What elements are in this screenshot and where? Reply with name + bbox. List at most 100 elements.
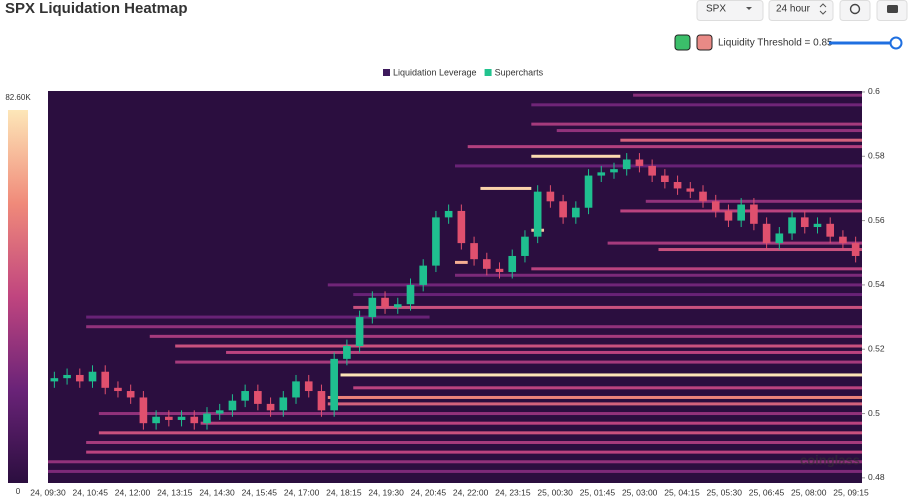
legend: Liquidation Leverage Supercharts bbox=[383, 67, 544, 77]
x-tick-label: 24, 22:00 bbox=[453, 487, 489, 497]
liquidation-band bbox=[556, 129, 862, 133]
x-tick-label: 25, 08:00 bbox=[791, 487, 827, 497]
candle-body bbox=[279, 397, 288, 411]
color-scheme-pink[interactable] bbox=[696, 34, 713, 51]
candle-body bbox=[152, 416, 160, 424]
candle-body bbox=[330, 358, 338, 411]
x-tick-label: 24, 13:15 bbox=[157, 487, 193, 497]
x-tick-label: 25, 05:30 bbox=[706, 487, 742, 497]
candle-body bbox=[406, 284, 415, 305]
candle-body bbox=[813, 223, 822, 228]
y-tick-label: 0.58 bbox=[868, 151, 885, 161]
y-tick-label: 0.56 bbox=[868, 215, 885, 225]
candle-body bbox=[457, 210, 466, 244]
camera-icon bbox=[887, 5, 898, 13]
candle-body bbox=[495, 268, 504, 273]
liquidation-band bbox=[658, 248, 862, 252]
candle-body bbox=[241, 391, 249, 401]
liquidation-band bbox=[200, 421, 862, 425]
candle-body bbox=[126, 391, 135, 398]
candle-body bbox=[521, 236, 529, 256]
candle-body bbox=[597, 172, 606, 176]
x-tick-label: 25, 09:15 bbox=[833, 487, 869, 497]
chart-title: SPX Liquidation Heatmap bbox=[5, 0, 188, 17]
candle-body bbox=[343, 346, 351, 359]
liquidation-band bbox=[98, 431, 862, 435]
y-tick-label: 0.54 bbox=[868, 279, 885, 289]
x-tick-label: 24, 10:45 bbox=[73, 487, 109, 497]
liquidation-band bbox=[327, 283, 862, 287]
x-tick-label: 24, 23:15 bbox=[495, 487, 531, 497]
candle-body bbox=[750, 204, 758, 224]
liquidation-band bbox=[175, 360, 862, 364]
spinner-icon bbox=[819, 3, 827, 15]
liquidation-band bbox=[353, 305, 862, 309]
liquidation-band bbox=[86, 450, 862, 454]
symbol-select[interactable] bbox=[696, 0, 764, 21]
candle-body bbox=[788, 217, 796, 234]
candle-body bbox=[254, 391, 262, 404]
candle-body bbox=[724, 210, 733, 221]
y-tick-label: 0.52 bbox=[868, 343, 885, 353]
candle-body bbox=[432, 217, 440, 266]
candle-body bbox=[533, 191, 542, 237]
liquidation-band bbox=[86, 325, 862, 329]
liquidation-band bbox=[480, 186, 532, 190]
candle-body bbox=[482, 259, 491, 269]
legend-label: Liquidation Leverage bbox=[393, 67, 477, 77]
candle-body bbox=[711, 201, 720, 211]
candle-body bbox=[63, 374, 71, 379]
symbol-text: SPX bbox=[706, 4, 726, 15]
heatmap-bands bbox=[48, 93, 862, 473]
x-tick-label: 25, 03:00 bbox=[622, 487, 658, 497]
x-tick-label: 24, 14:30 bbox=[199, 487, 235, 497]
x-tick-label: 25, 00:30 bbox=[537, 487, 573, 497]
candle-body bbox=[75, 374, 84, 382]
liquidation-band bbox=[531, 267, 862, 271]
candle-body bbox=[190, 416, 199, 424]
candle-body bbox=[800, 217, 809, 228]
slider-knob[interactable] bbox=[889, 36, 903, 50]
candle-body bbox=[381, 297, 389, 308]
x-tick-label: 24, 12:00 bbox=[115, 487, 151, 497]
refresh-button[interactable] bbox=[839, 0, 871, 21]
x-tick-label: 24, 09:30 bbox=[30, 487, 66, 497]
candle-body bbox=[228, 400, 237, 411]
period-select[interactable] bbox=[768, 0, 834, 21]
candle-body bbox=[292, 381, 300, 398]
color-scheme-green[interactable] bbox=[674, 34, 691, 51]
dropdown-icon bbox=[746, 7, 752, 10]
candles bbox=[50, 153, 860, 430]
period-text: 24 hour bbox=[776, 4, 811, 15]
x-tick-label: 24, 18:15 bbox=[326, 487, 362, 497]
candle-body bbox=[635, 159, 644, 166]
liquidation-band bbox=[607, 241, 862, 245]
candle-body bbox=[470, 243, 478, 260]
liquidation-band bbox=[327, 395, 862, 399]
liquidation-band bbox=[455, 273, 862, 277]
watermark: coinglass bbox=[800, 452, 860, 467]
candle-body bbox=[419, 265, 428, 285]
x-tick-label: 24, 17:00 bbox=[284, 487, 320, 497]
liquidation-band bbox=[620, 138, 862, 142]
y-tick-label: 0.48 bbox=[868, 472, 885, 482]
candle-body bbox=[304, 381, 313, 392]
axes: 82.60K 0 0.6 0.58 0.56 0.54 0.52 0.5 0.48 24, 09:… bbox=[5, 86, 884, 497]
candle-body bbox=[88, 371, 97, 382]
candle-body bbox=[266, 403, 275, 411]
candle-body bbox=[355, 317, 364, 347]
candle-body bbox=[686, 188, 695, 192]
x-tick-label: 24, 19:30 bbox=[368, 487, 404, 497]
colorbar-tick-label: 0 bbox=[16, 487, 21, 496]
candle-body bbox=[317, 391, 326, 411]
liquidation-band bbox=[455, 164, 862, 168]
candle-body bbox=[673, 182, 682, 189]
candle-body bbox=[737, 204, 745, 221]
legend-swatch bbox=[383, 69, 390, 76]
liquidation-band bbox=[86, 440, 862, 444]
candle-body bbox=[826, 223, 835, 237]
colorbar-tick-label: 82.60K bbox=[5, 93, 31, 102]
candle-body bbox=[584, 175, 593, 208]
